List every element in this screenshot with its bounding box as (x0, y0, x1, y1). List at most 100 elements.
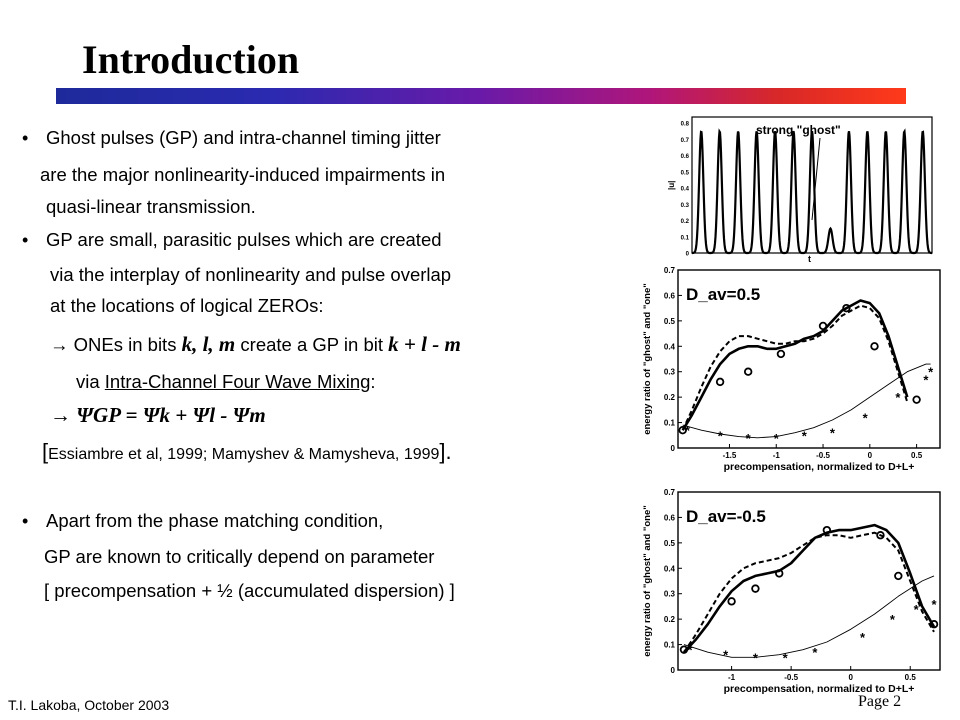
data-point-star: * (895, 390, 901, 405)
chart-dav-negative: 0.7 0.6 0.5 0.4 0.3 0.2 0.1 0 -1 -0.5 0 0.5 energy r… (642, 488, 941, 695)
bullet-marker: • (22, 128, 29, 148)
bullet-2-line-3: at the locations of logical ZEROs: (50, 295, 324, 316)
bullet-1-line-2: are the major nonlinearity-induced impai… (40, 164, 446, 185)
data-point-circle (876, 531, 885, 540)
x-tick-label: -0.5 (784, 673, 798, 682)
bullet-1-line-1: Ghost pulses (GP) and intra-channel timi… (46, 127, 441, 148)
title-gradient-bar (56, 88, 906, 104)
data-point-star: * (928, 365, 934, 380)
x-tick-label: -1 (773, 451, 781, 460)
data-point-star: * (746, 431, 752, 446)
y-tick-label: 0.6 (664, 513, 676, 522)
via-suffix: : (370, 371, 376, 392)
data-point-circle (715, 377, 725, 387)
citation-open: [ (42, 439, 49, 464)
data-point-circle (678, 425, 687, 435)
dispersion-label: D_av=0.5 (686, 285, 760, 304)
x-axis-label: t (808, 254, 811, 264)
data-point-circle (870, 342, 879, 351)
y-axis-label: energy ratio of "ghost" and "one" (642, 505, 653, 657)
y-tick-label: 0.7 (664, 488, 676, 497)
series-line-dashed (683, 531, 935, 653)
page-number: Page 2 (858, 693, 902, 710)
data-point-star: * (812, 645, 818, 660)
ghost-pointer-line (811, 137, 821, 221)
data-point-star: * (890, 612, 896, 627)
via-line: via Intra-Channel Four Wave Mixing: (76, 371, 376, 393)
y-tick-label: 0.3 (664, 590, 676, 599)
y-tick-label: 0.7 (681, 138, 690, 144)
data-point-circle (822, 525, 832, 535)
y-tick-label: 0.6 (664, 291, 676, 300)
y-tick-label: 0.1 (664, 419, 676, 428)
series-line-thin (682, 363, 931, 439)
y-tick-label: 0.3 (681, 203, 690, 209)
y-tick-label: 0 (671, 444, 676, 453)
bits-kml: k, l, m (181, 332, 236, 356)
y-tick-label: 0.5 (664, 539, 676, 548)
data-point-star: * (774, 431, 780, 446)
bullet-1-line-3: quasi-linear transmission. (46, 196, 256, 217)
data-point-star: * (860, 630, 866, 645)
series-line-solid (681, 299, 909, 431)
data-point-star: * (830, 426, 836, 441)
bits-middle: create a GP in bit (235, 334, 389, 355)
x-tick-label: 0 (848, 673, 853, 682)
y-tick-label: 0 (671, 666, 676, 675)
y-tick-label: 0.4 (664, 342, 676, 351)
y-tick-label: 0.1 (681, 235, 690, 241)
x-tick-label: -1.5 (723, 451, 737, 460)
icfwm-link: Intra-Channel Four Wave Mixing (104, 371, 371, 392)
y-tick-label: 0.5 (681, 170, 690, 176)
formula-text: → ΨGP = Ψk + Ψl - Ψm (50, 403, 266, 427)
citation: [Essiambre et al, 1999; Mamyshev & Mamys… (42, 441, 452, 466)
pulse-train-figure: 0.8 0.7 0.6 0.5 0.4 0.3 0.2 0.1 0 |u| t strong "… (668, 116, 933, 264)
data-point-star: * (802, 428, 808, 443)
footer-author-date: T.I. Lakoba, October 2003 (8, 697, 170, 713)
x-tick-label: 0 (868, 451, 873, 460)
y-tick-label: 0.1 (664, 641, 676, 650)
bullet-3-line-3: [ precompensation + ½ (accumulated dispe… (44, 580, 455, 601)
y-tick-label: 0.4 (681, 187, 690, 193)
bullet-3-line-1: Apart from the phase matching condition, (46, 510, 384, 531)
ghost-annotation: strong "ghost" (756, 123, 841, 137)
x-axis-label: precompensation, normalized to D+L+ (724, 683, 915, 695)
bullet-marker: • (22, 230, 29, 250)
y-tick-label: 0.2 (681, 219, 690, 225)
series-line-solid (683, 523, 936, 654)
data-point-star: * (687, 643, 693, 658)
data-point-circle (751, 584, 760, 593)
data-point-circle (775, 569, 784, 578)
y-tick-label: 0.3 (664, 368, 676, 377)
data-point-star: * (718, 428, 724, 443)
x-tick-label: -1 (728, 673, 736, 682)
bullet-marker: • (22, 511, 29, 531)
plot-frame (677, 491, 941, 671)
data-point-circle (727, 597, 736, 606)
formula-line: → ΨGP = Ψk + Ψl - Ψm (50, 404, 266, 427)
data-point-star: * (923, 372, 929, 387)
y-tick-label: 0.5 (664, 317, 676, 326)
x-tick-label: 0.5 (911, 451, 923, 460)
y-tick-label: 0.4 (664, 564, 676, 573)
x-axis-label: precompensation, normalized to D+L+ (724, 461, 915, 473)
x-tick-label: 0.5 (905, 673, 917, 682)
y-tick-label: 0.2 (664, 393, 676, 402)
bullet-2-line-1: GP are small, parasitic pulses which are… (46, 229, 442, 250)
pulse-train-curve (692, 128, 932, 255)
y-tick-labels: 0.8 0.7 0.6 0.5 0.4 0.3 0.2 0.1 0 (681, 122, 690, 258)
bits-line: → ONEs in bits k, l, m create a GP in bi… (50, 333, 461, 356)
data-point-star: * (685, 423, 691, 438)
data-point-circle (842, 303, 851, 313)
data-point-star: * (723, 648, 729, 663)
plot-frame (691, 116, 933, 254)
x-tick-label: -0.5 (816, 451, 830, 460)
bits-expression: k + l - m (388, 332, 461, 356)
data-point-star: * (783, 650, 789, 665)
citation-text: Essiambre et al, 1999; Mamyshev & Mamysh… (48, 446, 440, 463)
y-axis-label: |u| (668, 181, 676, 190)
plot-frame (677, 269, 941, 449)
page-title: Introduction (82, 37, 300, 82)
citation-close: ]. (439, 439, 452, 464)
data-point-star: * (753, 650, 759, 665)
